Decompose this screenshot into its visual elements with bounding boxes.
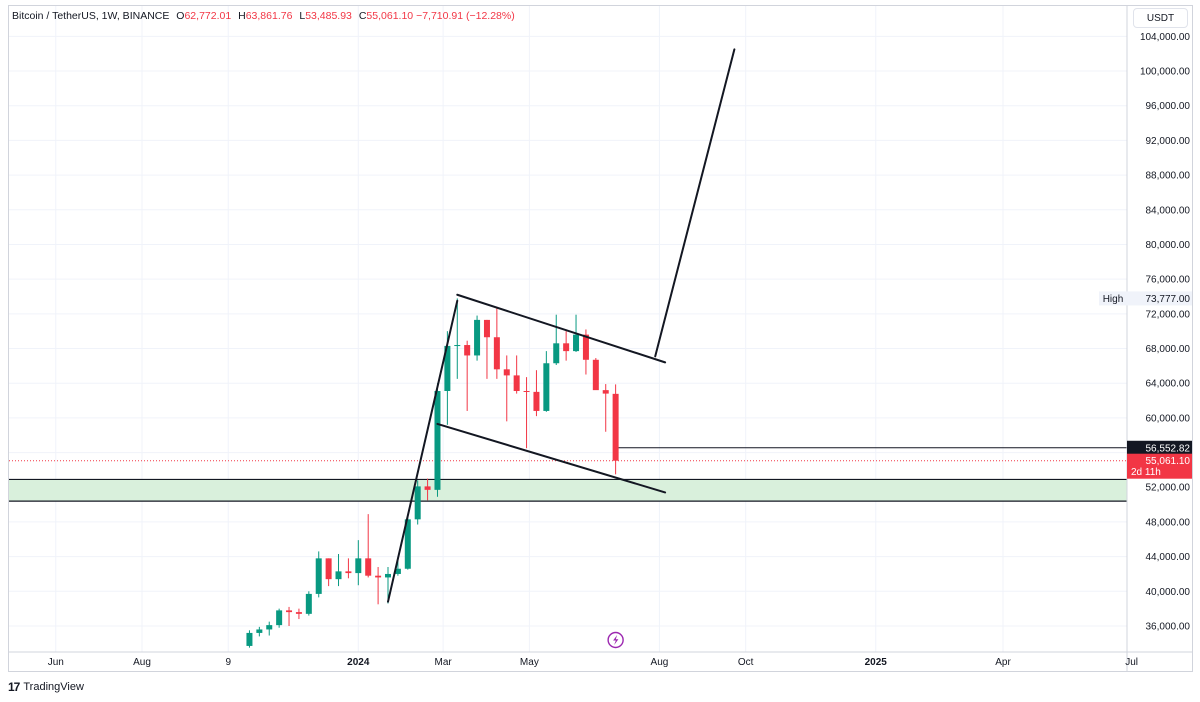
y-tick-label: 92,000.00 (1146, 136, 1191, 147)
candle-body (503, 369, 510, 376)
y-tick-label: 76,000.00 (1146, 275, 1191, 286)
last-price-box (1127, 453, 1192, 479)
currency-button[interactable]: USDT (1133, 8, 1188, 28)
close-label: C (358, 10, 367, 22)
y-tick-label: 88,000.00 (1146, 171, 1191, 182)
x-tick-label: Oct (738, 657, 754, 668)
high-value: 63,861.76 (245, 10, 293, 22)
candle-body (375, 575, 382, 578)
candle-body (533, 391, 540, 411)
channel-upper-line (456, 293, 667, 364)
candle-body (563, 343, 570, 352)
candle-body (355, 558, 362, 574)
y-tick-label: 40,000.00 (1146, 587, 1191, 598)
change-value: −7,710.91 (−12.28%) (416, 10, 515, 22)
x-tick-label: 9 (225, 657, 231, 668)
candle-body (394, 568, 401, 574)
candle-body (592, 359, 599, 391)
high-title-text: High (1103, 294, 1124, 305)
candle-body (335, 571, 342, 580)
y-tick-label: 84,000.00 (1146, 205, 1191, 216)
candle-body (573, 334, 580, 352)
projection-line (654, 48, 736, 358)
candle-body (543, 363, 550, 411)
candle-body (493, 337, 500, 370)
impulse-line (387, 299, 459, 603)
candle-body (444, 345, 451, 391)
candle-body (454, 345, 461, 347)
candle-body (404, 519, 411, 569)
low-label: L (299, 10, 306, 22)
y-tick-label: 44,000.00 (1146, 552, 1191, 563)
plot-layer (9, 6, 1127, 652)
tradingview-logo-icon: 17 (8, 680, 20, 694)
candle-body (286, 610, 293, 613)
candle-body (513, 375, 520, 391)
candle-body (612, 393, 619, 461)
y-tick-label: 96,000.00 (1146, 101, 1191, 112)
close-value: 55,061.10 (366, 10, 414, 22)
countdown-text: 2d 11h (1131, 467, 1161, 478)
low-value: 53,485.93 (305, 10, 352, 22)
y-tick-label: 80,000.00 (1146, 240, 1191, 251)
candle-body (414, 486, 421, 520)
candle-body (305, 593, 312, 614)
x-tick-label: Aug (651, 657, 669, 668)
x-tick-label: Aug (133, 657, 151, 668)
y-tick-label: 60,000.00 (1146, 413, 1191, 424)
candle-body (424, 486, 431, 490)
support-zone (9, 479, 1127, 502)
brand-name: TradingView (23, 681, 84, 693)
x-tick-label: 2024 (347, 657, 370, 668)
y-tick-label: 100,000.00 (1140, 67, 1190, 78)
last-price-text: 55,061.10 (1146, 456, 1191, 467)
y-tick-label: 72,000.00 (1146, 309, 1191, 320)
x-tick-label: Jun (48, 657, 64, 668)
high-price-box (1127, 291, 1192, 306)
line-price-text: 56,552.82 (1146, 443, 1191, 454)
y-tick-label: 104,000.00 (1140, 32, 1190, 43)
y-tick-label: 36,000.00 (1146, 621, 1191, 632)
candle-body (474, 319, 481, 356)
candle-body (602, 390, 609, 394)
x-tick-label: Mar (435, 657, 453, 668)
open-value: 62,772.01 (184, 10, 232, 22)
y-tick-label: 64,000.00 (1146, 379, 1191, 390)
lightning-icon (613, 635, 619, 645)
candle-body (385, 573, 391, 578)
candle-body (256, 629, 263, 633)
candle-body (553, 343, 560, 364)
candle-body (464, 345, 471, 356)
footer-brand[interactable]: 17 TradingView (8, 680, 84, 694)
candle-body (315, 558, 322, 594)
high-title-box (1099, 291, 1127, 306)
candle-body (582, 334, 589, 360)
y-tick-label: 48,000.00 (1146, 517, 1191, 528)
candle-body (325, 558, 332, 580)
candle-body (276, 610, 283, 626)
channel-lower-line (436, 422, 667, 494)
x-tick-label: 2025 (865, 657, 888, 668)
candle-body (246, 632, 253, 646)
open-label: O (176, 10, 185, 22)
symbol-title[interactable]: Bitcoin / TetherUS, 1W, BINANCE (12, 10, 170, 22)
chart-legend: Bitcoin / TetherUS, 1W, BINANCE O62,772.… (12, 10, 515, 22)
chart-frame (8, 5, 1193, 672)
candle-body (295, 612, 302, 614)
candle-body (434, 390, 441, 490)
candle-body (345, 571, 352, 574)
y-tick-label: 52,000.00 (1146, 483, 1191, 494)
candle-body (523, 390, 530, 392)
candle-body (483, 319, 490, 338)
x-tick-label: Apr (995, 657, 1011, 668)
x-tick-label: Jul (1125, 657, 1138, 668)
y-tick-label: 68,000.00 (1146, 344, 1191, 355)
x-tick-label: May (520, 657, 539, 668)
line-price-box (1127, 440, 1192, 455)
high-label: H (238, 10, 246, 22)
candle-body (266, 625, 273, 630)
high-price-text: 73,777.00 (1146, 294, 1191, 305)
candle-body (365, 558, 372, 576)
